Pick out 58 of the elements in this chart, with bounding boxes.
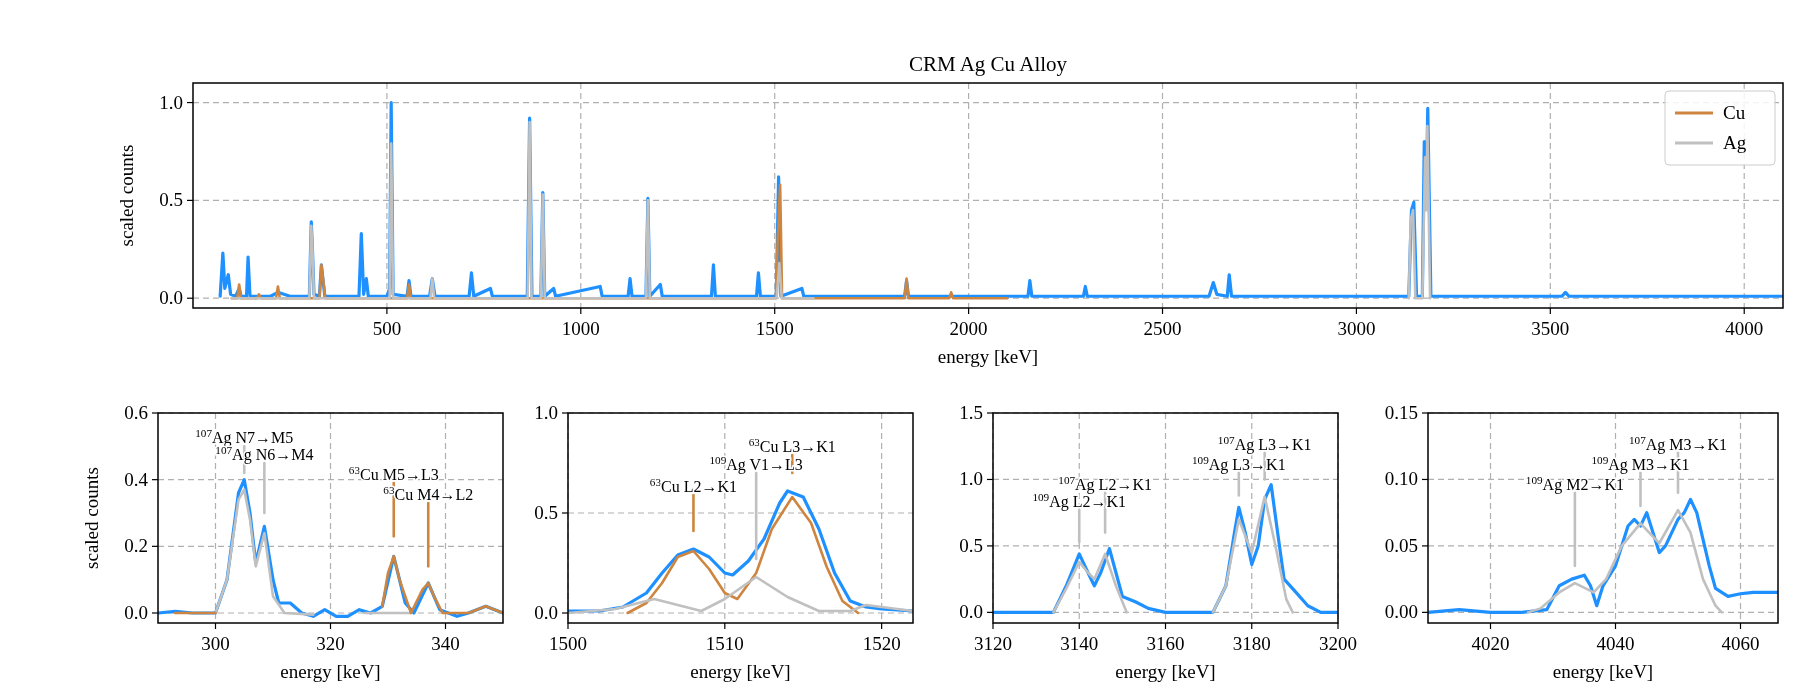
x-tick-label: 1510 (705, 633, 744, 654)
x-axis-title: energy [keV] (280, 661, 381, 682)
legend-label: Cu (1723, 102, 1746, 123)
x-tick-label: 3120 (974, 633, 1012, 654)
x-tick-label: 4000 (1725, 318, 1764, 339)
annotation: $^{63}$Cu M5→L3 (348, 464, 439, 483)
x-tick-label: 2500 (1143, 318, 1182, 339)
x-tick-label: 3140 (1060, 633, 1099, 654)
x-tick-label: 4020 (1471, 633, 1510, 654)
x-axis-title: energy [keV] (690, 661, 791, 682)
y-tick-label: 0.5 (159, 189, 183, 211)
y-tick-label: 0.0 (159, 287, 183, 309)
x-tick-label: 300 (201, 633, 230, 654)
y-tick-label: 0.5 (534, 502, 558, 523)
x-tick-label: 1520 (862, 633, 901, 654)
x-tick-label: 2000 (949, 318, 988, 339)
y-tick-label: 0.00 (1384, 601, 1418, 623)
annotation: $^{63}$Cu L3→K1 (748, 436, 836, 455)
x-tick-label: 3000 (1337, 318, 1376, 339)
y-axis-title: scaled counts (116, 144, 137, 247)
annotation: $^{63}$Cu L2→K1 (649, 476, 738, 495)
x-tick-label: 340 (431, 633, 460, 654)
x-axis-title: energy [keV] (1552, 661, 1654, 682)
y-tick-label: 0.15 (1384, 402, 1418, 423)
y-tick-label: 0.0 (534, 602, 558, 623)
annotation: $^{107}$Ag M3→K1 (1628, 433, 1728, 454)
y-tick-label: 0.0 (959, 601, 983, 623)
x-tick-label: 3500 (1531, 318, 1570, 339)
x-tick-label: 3160 (1146, 633, 1185, 654)
x-tick-label: 320 (316, 633, 345, 654)
y-tick-label: 1.0 (159, 91, 183, 113)
y-axis-title: scaled counts (81, 467, 102, 569)
y-tick-label: 0.6 (124, 402, 148, 423)
y-tick-label: 0.2 (124, 535, 148, 557)
x-tick-label: 3200 (1319, 633, 1357, 654)
annotation: $^{107}$Ag L3→K1 (1217, 433, 1312, 454)
chart-title: CRM Ag Cu Alloy (908, 52, 1068, 76)
x-tick-label: 3180 (1232, 633, 1271, 654)
x-tick-label: 1500 (755, 318, 794, 339)
x-axis-title: energy [keV] (937, 346, 1039, 367)
y-tick-label: 0.4 (124, 468, 149, 490)
x-tick-label: 4060 (1721, 633, 1760, 654)
y-tick-label: 0.5 (959, 534, 983, 556)
annotation: $^{109}$Ag L3→K1 (1191, 453, 1286, 474)
y-tick-label: 0.0 (124, 602, 148, 623)
y-tick-label: 0.05 (1384, 534, 1418, 556)
y-tick-label: 0.10 (1384, 468, 1418, 490)
legend-label: Ag (1723, 132, 1747, 153)
x-tick-label: 500 (372, 318, 402, 339)
y-tick-label: 1.5 (959, 402, 983, 423)
x-tick-label: 1000 (561, 318, 600, 339)
x-tick-label: 4040 (1596, 633, 1635, 654)
x-tick-label: 1500 (549, 633, 587, 654)
annotation: $^{109}$Ag M2→K1 (1525, 473, 1624, 494)
y-tick-label: 1.0 (534, 402, 558, 423)
y-tick-label: 1.0 (959, 468, 983, 490)
annotation: $^{109}$Ag M3→K1 (1591, 453, 1690, 474)
x-axis-title: energy [keV] (1115, 661, 1216, 682)
